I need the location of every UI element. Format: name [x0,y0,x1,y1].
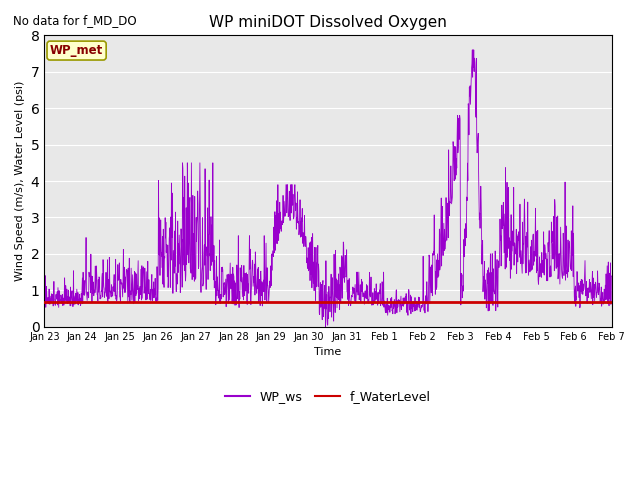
Title: WP miniDOT Dissolved Oxygen: WP miniDOT Dissolved Oxygen [209,15,447,30]
WP_ws [129,286,137,292]
Y-axis label: Wind Speed (m/s), Water Level (psi): Wind Speed (m/s), Water Level (psi) [15,81,25,281]
X-axis label: Time: Time [314,347,342,357]
Text: WP_met: WP_met [50,44,103,57]
WP_ws [40,299,48,305]
WP_ws [468,47,476,53]
WP_ws [303,244,310,250]
WP_ws [546,260,554,266]
WP_ws [322,324,330,330]
Line: WP_ws: WP_ws [44,50,612,327]
f_WaterLevel [78,300,86,305]
WP_ws [601,294,609,300]
Text: No data for f_MD_DO: No data for f_MD_DO [13,14,136,27]
WP_ws [462,233,470,239]
f_WaterLevel [40,300,48,305]
Legend: WP_ws, f_WaterLevel: WP_ws, f_WaterLevel [220,385,436,408]
WP_ws [313,261,321,266]
WP_ws [608,273,616,279]
